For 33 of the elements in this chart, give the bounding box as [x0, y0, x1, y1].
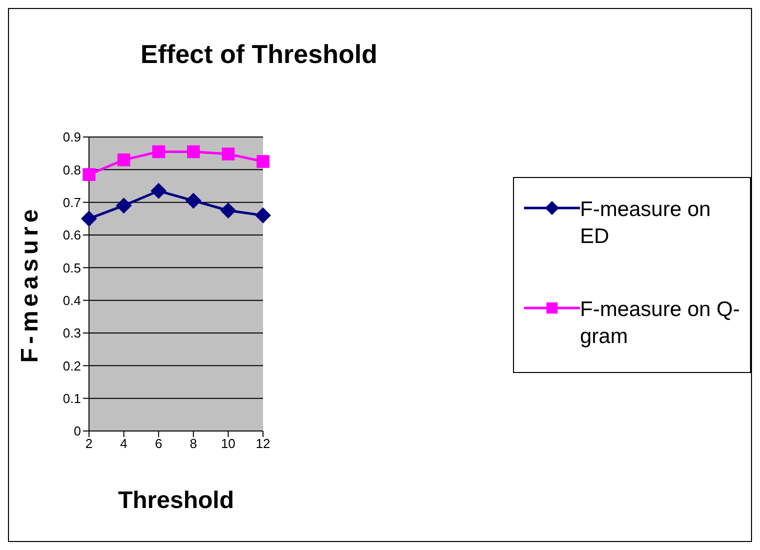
- point: [220, 202, 236, 218]
- point: [82, 168, 96, 181]
- point: [117, 153, 130, 166]
- x-tick-label: 10: [220, 436, 236, 452]
- x-tick-label: 12: [256, 436, 270, 452]
- y-tick-label: 0.4: [62, 292, 81, 308]
- y-tick-label: 0.3: [62, 326, 81, 341]
- x-tick-label: 6: [154, 436, 162, 452]
- x-tick-label: 4: [120, 436, 128, 452]
- legend-label: F-measure on Q-gram: [580, 297, 741, 350]
- y-tick-label: 0.2: [62, 358, 81, 374]
- y-tick-label: 0: [74, 424, 81, 439]
- legend-label: F-measure on ED: [580, 197, 712, 250]
- point: [185, 192, 202, 209]
- y-tick-label: 0.5: [62, 260, 81, 276]
- point: [256, 155, 270, 168]
- point: [116, 198, 132, 214]
- y-axis-title: F-measure: [16, 205, 44, 363]
- point: [187, 145, 200, 158]
- x-tick-label: 8: [190, 436, 198, 452]
- y-tick-label: 0.6: [62, 228, 81, 243]
- point: [152, 145, 165, 158]
- point: [150, 182, 167, 199]
- chart-title: Effect of Threshold: [140, 39, 378, 70]
- point: [222, 148, 235, 160]
- point: [81, 210, 97, 227]
- y-tick-label: 0.7: [62, 194, 81, 210]
- point: [255, 207, 271, 224]
- x-axis-title: Threshold: [118, 487, 234, 514]
- y-tick-label: 0.1: [62, 390, 81, 406]
- x-tick-label: 2: [85, 436, 93, 452]
- y-tick-label: 0.8: [62, 162, 81, 178]
- y-tick-label: 0.9: [62, 130, 81, 145]
